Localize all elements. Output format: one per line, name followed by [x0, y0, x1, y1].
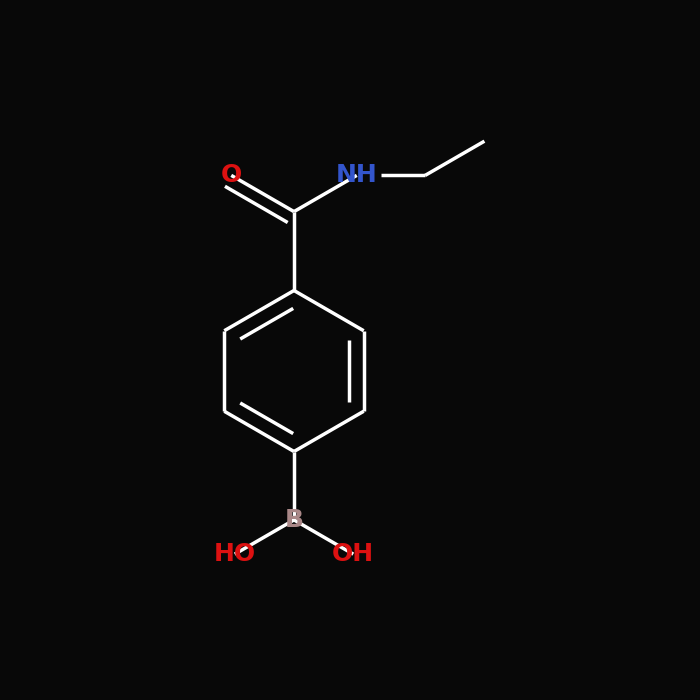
Text: OH: OH — [332, 542, 375, 566]
Text: O: O — [220, 163, 242, 188]
Text: NH: NH — [336, 163, 377, 188]
Text: HO: HO — [214, 542, 256, 566]
Text: B: B — [284, 508, 304, 532]
